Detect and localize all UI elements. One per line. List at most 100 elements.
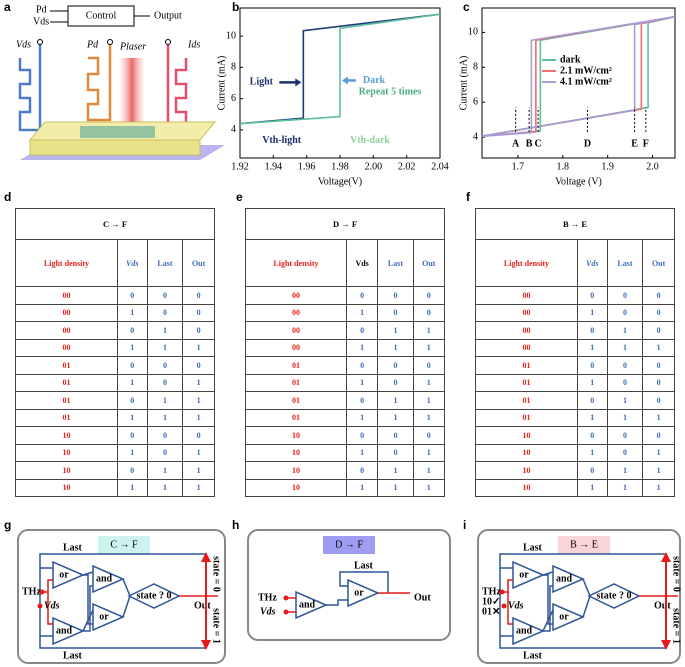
table-cell: Out	[642, 239, 675, 287]
table-cell: 1	[146, 338, 184, 357]
input-label: THz	[482, 586, 501, 597]
title-box	[98, 536, 150, 554]
table-cell: 1	[642, 338, 675, 357]
table-cell: Last	[146, 239, 184, 287]
wire	[122, 595, 131, 618]
table-row: 10 1 1 1	[475, 478, 675, 497]
table-cell: 1	[182, 461, 215, 480]
loop-label: Last	[523, 542, 543, 553]
table-cell: 1	[146, 461, 184, 480]
table-cell: 0	[182, 321, 215, 340]
table-row: 01 1 1 1	[15, 408, 215, 427]
table-cell: 10	[245, 461, 347, 480]
table-cell: 1	[116, 303, 148, 322]
table-cell: 1	[116, 408, 148, 427]
input-dot	[37, 603, 43, 609]
table: B → E Light density Vds Last Out 00 0 0 0 00 1 0 0 00…	[475, 208, 675, 497]
table-cell: 0	[182, 356, 215, 375]
table-cell: 1	[642, 443, 675, 462]
table-row: 01 0 1 1	[15, 391, 215, 410]
table-cell: 0	[606, 303, 644, 322]
x-tick-label: 2.04	[431, 161, 449, 172]
wire	[543, 585, 553, 632]
table-row: 01 1 0 1	[245, 373, 446, 392]
table-cell: 10	[15, 426, 118, 445]
table-cell: 01	[15, 391, 118, 410]
table-cell: 0	[377, 356, 414, 375]
state-label: state = 1	[671, 608, 682, 644]
panel-label: d	[4, 190, 11, 204]
table-cell: 1	[412, 408, 446, 427]
table-cell: Light density	[245, 239, 347, 287]
table-cell: 0	[345, 391, 379, 410]
wire	[47, 592, 53, 625]
table-cell: 10	[475, 443, 578, 462]
table-cell: 0	[116, 391, 148, 410]
input-label: THz	[22, 586, 41, 597]
point-label: A	[512, 138, 520, 149]
table-row: 00 1 1 1	[15, 338, 215, 357]
logic-gate	[552, 602, 585, 632]
table-cell: 1	[576, 303, 608, 322]
decision-label: state ? 0	[597, 590, 632, 601]
diagram-frame	[247, 529, 451, 641]
signal-wave	[18, 42, 42, 132]
table: D → F Light density Vds Last Out 00 0 0 0 00 1 0 0 00…	[245, 208, 446, 497]
table-cell: 0	[412, 356, 446, 375]
table-row: 00 0 1 0	[475, 321, 675, 340]
table-cell: 1	[576, 478, 608, 497]
table-cell: 01	[245, 356, 347, 375]
table-cell: 1	[576, 338, 608, 357]
table-cell: 0	[116, 286, 148, 305]
table-row: 10 1 1 1	[15, 478, 215, 497]
wire	[339, 571, 389, 593]
loop-label: Last	[523, 650, 543, 661]
table-cell: 0	[576, 356, 608, 375]
truth-table: C → F Light density Vds Last Out 00 0 0 0 00 1 0 0 00…	[15, 208, 215, 497]
table-cell: 1	[412, 478, 446, 497]
table-cell: Last	[606, 239, 644, 287]
table-cell: 0	[146, 426, 184, 445]
table-row: 10 1 0 1	[15, 443, 215, 462]
table-cell: 1	[116, 443, 148, 462]
table-cell: 00	[15, 338, 118, 357]
table-cell: 1	[182, 391, 215, 410]
table-cell: 10	[245, 478, 347, 497]
table-cell: 1	[412, 338, 446, 357]
y-axis-title: Current (mA)	[216, 56, 227, 111]
table-cell: 1	[345, 373, 379, 392]
table-row: C → F	[15, 208, 215, 240]
point-label: E	[631, 138, 638, 149]
table-cell: 0	[606, 356, 644, 375]
table-cell: 1	[606, 478, 644, 497]
table-cell: 01	[245, 391, 347, 410]
gate-label: and	[556, 573, 573, 584]
table-cell: 0	[642, 321, 675, 340]
table-cell: 01	[15, 373, 118, 392]
table-cell: 1	[377, 391, 414, 410]
table-cell: D → F	[245, 208, 445, 240]
table-row: 00 0 0 0	[15, 286, 215, 305]
table-cell: 00	[475, 338, 578, 357]
terminal	[165, 39, 171, 45]
gate-label: or	[519, 569, 529, 580]
table-cell: 0	[642, 391, 675, 410]
table-row: Light density Vds Last Out	[245, 239, 446, 287]
table-row: 00 1 1 1	[245, 338, 446, 357]
table-row: 00 0 1 1	[245, 321, 446, 340]
wire	[502, 579, 513, 593]
gate-label: or	[559, 611, 569, 622]
point-label: D	[584, 138, 591, 149]
table-cell: 0	[377, 303, 414, 322]
input-label: Vds	[260, 606, 276, 617]
gate-label: or	[59, 569, 69, 580]
table-cell: 1	[146, 321, 184, 340]
table-cell: 00	[475, 321, 578, 340]
signal-label: Vds	[16, 39, 31, 50]
diagram-title: D → F	[335, 539, 363, 550]
wire	[39, 553, 206, 569]
table-cell: Vds	[345, 239, 379, 287]
table-cell: 1	[576, 408, 608, 427]
table-cell: B → E	[475, 208, 675, 240]
table-cell: Vds	[576, 239, 608, 287]
